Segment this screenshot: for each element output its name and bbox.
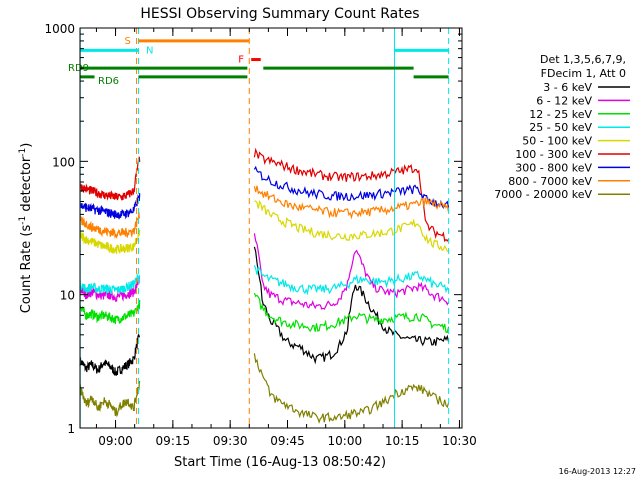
series-line-3-segment-0 — [79, 272, 141, 296]
y-axis-label-end: ) — [19, 143, 34, 148]
series-line-3-segment-1 — [253, 265, 450, 296]
series-line-8-segment-0 — [79, 380, 141, 418]
series-line-2-segment-1 — [253, 292, 450, 333]
x-tick-label-3: 09:45 — [270, 434, 305, 448]
legend-label-5: 100 - 300 keV — [515, 148, 592, 161]
series-line-0-segment-0 — [79, 333, 141, 376]
series-line-7-segment-0 — [79, 211, 140, 239]
series-line-4-segment-0 — [79, 228, 141, 254]
series-line-2-segment-0 — [79, 299, 141, 325]
legend-label-2: 12 - 25 keV — [529, 108, 592, 121]
legend-header-1: Det 1,3,5,6,7,9, — [540, 53, 626, 66]
x-tick-label-2: 09:30 — [213, 434, 248, 448]
series-layer — [79, 147, 450, 424]
x-axis: 09:00 09:15 09:30 09:45 10:00 10:15 10:30 — [95, 28, 477, 448]
flag-label-s: S — [124, 36, 130, 47]
y-axis-label-sup2: -1 — [18, 148, 28, 157]
series-line-5-segment-1 — [253, 147, 450, 243]
plot-frame — [79, 27, 463, 429]
footer-date: 16-Aug-2013 12:27 — [559, 467, 636, 476]
series-line-1-segment-1 — [253, 233, 450, 310]
x-tick-label-1: 09:15 — [156, 434, 191, 448]
legend-label-0: 3 - 6 keV — [543, 81, 592, 94]
legend: Det 1,3,5,6,7,9, FDecim 1, Att 0 3 - 6 k… — [494, 53, 630, 201]
x-tick-label-0: 09:00 — [98, 434, 133, 448]
flag-label-rd6: RD6 — [98, 76, 119, 87]
x-axis-label: Start Time (16-Aug-13 08:50:42) — [174, 455, 386, 470]
y-axis-label: Count Rate (s-1 detector-1) — [18, 143, 34, 314]
y-axis: 1 10 100 1000 — [44, 22, 462, 436]
flag-label-rd9: RD9 — [68, 63, 89, 74]
series-line-7-segment-1 — [253, 185, 450, 220]
x-tick-label-5: 10:15 — [385, 434, 420, 448]
y-tick-label-2: 100 — [52, 155, 75, 169]
y-axis-label-sup1: -1 — [18, 216, 28, 225]
legend-label-7: 800 - 7000 keV — [508, 175, 592, 188]
flag-label-f: F — [238, 55, 244, 66]
legend-label-3: 25 - 50 keV — [529, 121, 592, 134]
series-line-0-segment-1 — [253, 246, 450, 365]
chart-title: HESSI Observing Summary Count Rates — [140, 6, 419, 22]
series-line-6-segment-1 — [253, 165, 450, 209]
series-line-8-segment-1 — [253, 353, 450, 424]
legend-label-8: 7000 - 20000 keV — [494, 188, 592, 201]
y-tick-label-1: 10 — [60, 289, 75, 303]
y-tick-label-0: 1 — [67, 422, 75, 436]
series-line-6-segment-0 — [79, 193, 141, 220]
x-tick-label-4: 10:00 — [328, 434, 363, 448]
series-line-4-segment-1 — [254, 199, 449, 252]
y-axis-label-mid: detector — [19, 156, 34, 216]
flag-bars-layer: S N F RD9 RD6 — [68, 36, 449, 87]
legend-label-1: 6 - 12 keV — [536, 94, 592, 107]
legend-label-4: 50 - 100 keV — [522, 135, 592, 148]
legend-header-2: FDecim 1, Att 0 — [541, 67, 626, 80]
series-line-5-segment-0 — [79, 156, 141, 201]
x-tick-label-6: 10:30 — [442, 434, 477, 448]
y-axis-label-main: Count Rate (s — [19, 225, 34, 314]
flag-label-n: N — [146, 45, 153, 56]
legend-label-6: 300 - 800 keV — [515, 161, 592, 174]
y-tick-label-3: 1000 — [44, 22, 75, 36]
